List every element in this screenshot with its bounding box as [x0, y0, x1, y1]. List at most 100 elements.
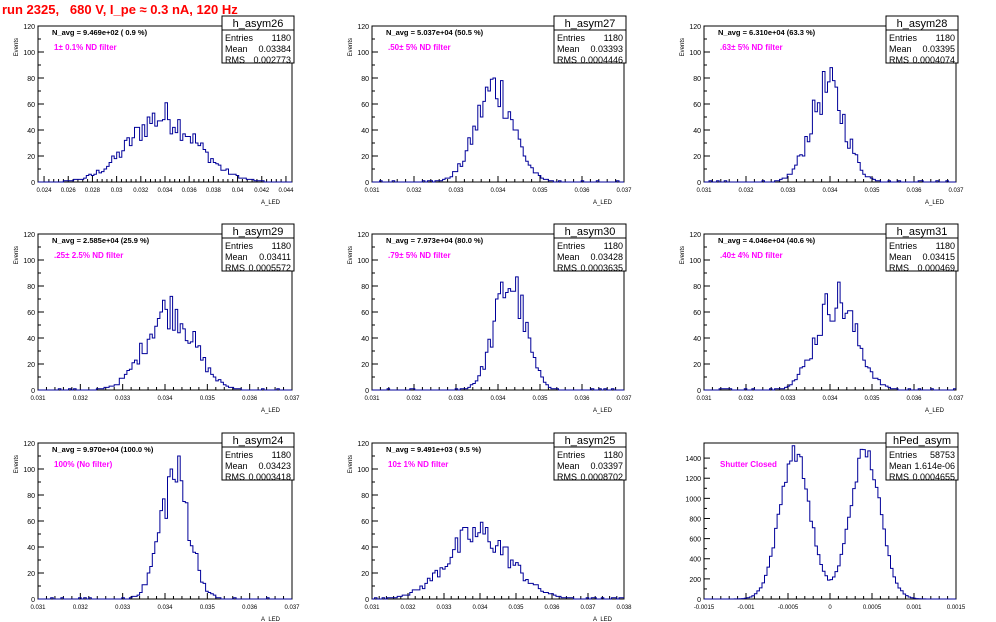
- x-tick-label: 0.034: [822, 188, 838, 194]
- y-tick-label: 400: [689, 557, 701, 564]
- stats-value-mean: 0.03423: [258, 461, 291, 471]
- stats-label-rms: RMS: [225, 472, 245, 482]
- y-tick-label: 60: [361, 102, 369, 109]
- y-tick-label: 100: [689, 258, 701, 265]
- y-tick-label: 0: [31, 597, 35, 604]
- stats-box: [221, 432, 295, 481]
- histogram-line: [372, 77, 624, 183]
- histogram-panel-hPed_asym: 0 200 400 600 800 1000 1200 1400 -0.0015 -0.001 -0…: [685, 432, 966, 611]
- y-tick-label: 80: [361, 284, 369, 291]
- x-tick-label: 0.036: [574, 188, 590, 194]
- x-tick-label: 0.038: [616, 605, 632, 611]
- histogram-name: h_asym31: [897, 226, 948, 238]
- filter-label: .79± 5% ND filter: [388, 251, 451, 260]
- stats-value-rms: 0.002773: [253, 55, 291, 65]
- x-tick-label: 0.024: [37, 188, 53, 194]
- x-tick-label: 0.034: [157, 605, 173, 611]
- y-tick-label: 60: [361, 519, 369, 526]
- x-tick-label: 0.031: [364, 396, 380, 402]
- stats-label-entries: Entries: [225, 33, 254, 43]
- y-tick-label: 40: [361, 545, 369, 552]
- y-tick-label: 60: [693, 102, 701, 109]
- y-tick-label: 40: [27, 128, 35, 135]
- stats-value-rms: 0.0003418: [248, 472, 291, 482]
- x-axis-title: A_LED: [925, 408, 945, 414]
- x-tick-label: 0.031: [696, 188, 712, 194]
- histogram-line: [704, 445, 956, 600]
- x-tick-label: 0.032: [406, 188, 422, 194]
- y-tick-label: 40: [693, 336, 701, 343]
- y-tick-label: 120: [689, 24, 701, 31]
- x-tick-label: 0.033: [780, 188, 796, 194]
- stats-label-entries: Entries: [225, 241, 254, 251]
- histogram-panel-h_asym30: 0 20 40 60 80 100 120 0.031 0.032 0.033 0.034 0.035…: [348, 223, 632, 414]
- stats-label-entries: Entries: [889, 33, 918, 43]
- filter-label: .63± 5% ND filter: [720, 43, 783, 52]
- x-tick-label: 0.035: [200, 605, 216, 611]
- x-tick-label: 0.031: [696, 396, 712, 402]
- y-tick-label: 20: [27, 362, 35, 369]
- y-tick-label: 80: [27, 76, 35, 83]
- x-tick-label: 0.035: [200, 396, 216, 402]
- stats-box: [885, 15, 959, 64]
- histogram-panel-h_asym27: 0 20 40 60 80 100 120 0.031 0.032 0.033 0.034 0.035…: [348, 15, 632, 206]
- y-tick-label: 20: [27, 154, 35, 161]
- histogram-line: [38, 295, 292, 391]
- x-tick-label: 0.033: [115, 396, 131, 402]
- stats-label-rms: RMS: [889, 472, 909, 482]
- histogram-name: h_asym25: [565, 435, 616, 447]
- y-axis-title: Events: [14, 455, 20, 473]
- y-tick-label: 120: [357, 24, 369, 31]
- stats-label-entries: Entries: [557, 33, 586, 43]
- y-tick-label: 120: [23, 232, 35, 239]
- x-tick-label: 0.034: [472, 605, 488, 611]
- y-tick-label: 0: [365, 180, 369, 187]
- x-tick-label: 0.031: [30, 605, 46, 611]
- stats-label-mean: Mean: [225, 461, 248, 471]
- stats-value-rms: 0.0003635: [580, 263, 623, 273]
- histogram-line: [38, 102, 292, 183]
- y-tick-label: 100: [23, 258, 35, 265]
- x-tick-label: 0.026: [61, 188, 77, 194]
- stats-value-mean: 0.03428: [590, 252, 623, 262]
- x-tick-label: 0.032: [73, 396, 89, 402]
- x-tick-label: 0.031: [364, 188, 380, 194]
- histogram-name: h_asym28: [897, 18, 948, 30]
- x-tick-label: 0.037: [948, 396, 964, 402]
- stats-label-mean: Mean: [889, 461, 912, 471]
- y-tick-label: 20: [27, 571, 35, 578]
- stats-box: [553, 223, 627, 272]
- stats-value-rms: 0.0005572: [248, 263, 291, 273]
- stats-value-rms: 0.0004655: [912, 472, 955, 482]
- stats-value-entries: 1180: [272, 450, 291, 460]
- histogram-panel-h_asym25: 0 20 40 60 80 100 120 0.031 0.032 0.033 0.034 0.035…: [348, 432, 632, 622]
- filter-label: 10± 1% ND filter: [388, 460, 448, 469]
- x-tick-label: 0.037: [580, 605, 596, 611]
- stats-value-entries: 1180: [604, 241, 623, 251]
- navg-label: N_avg = 6.310e+04 (63.3 %): [718, 28, 816, 37]
- stats-box: [885, 432, 959, 481]
- x-tick-label: 0.037: [284, 605, 300, 611]
- stats-value-entries: 1180: [272, 241, 291, 251]
- stats-label-mean: Mean: [889, 252, 912, 262]
- x-tick-label: 0.034: [490, 188, 506, 194]
- y-tick-label: 100: [357, 258, 369, 265]
- y-axis-title: Events: [680, 246, 686, 264]
- x-tick-label: 0.035: [532, 188, 548, 194]
- x-tick-label: 0.033: [780, 396, 796, 402]
- y-tick-label: 100: [357, 467, 369, 474]
- histogram-line: [704, 281, 956, 391]
- y-tick-label: 800: [689, 516, 701, 523]
- y-tick-label: 20: [361, 571, 369, 578]
- x-tick-label: 0.04: [232, 188, 244, 194]
- stats-label-rms: RMS: [557, 263, 577, 273]
- x-tick-label: 0.036: [242, 396, 258, 402]
- stats-value-entries: 58753: [930, 450, 955, 460]
- histogram-name: h_asym29: [233, 226, 284, 238]
- filter-label: .40± 4% ND filter: [720, 251, 783, 260]
- navg-label: N_avg = 9.491e+03 ( 9.5 %): [386, 445, 482, 454]
- y-tick-label: 40: [361, 128, 369, 135]
- y-tick-label: 60: [27, 519, 35, 526]
- y-tick-label: 20: [693, 362, 701, 369]
